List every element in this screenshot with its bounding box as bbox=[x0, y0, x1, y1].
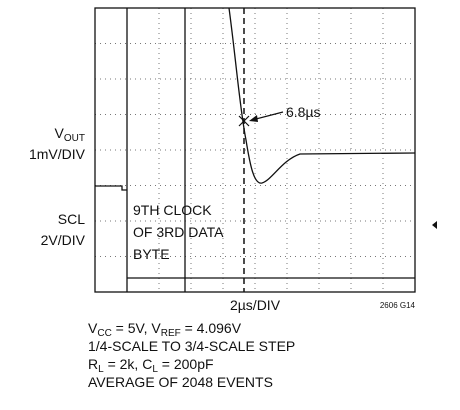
clock-note: BYTE bbox=[133, 246, 170, 262]
vout-label: VOUT bbox=[55, 125, 85, 144]
condition-line: VCC = 5V, VREF = 4.096V bbox=[88, 320, 242, 339]
vout-trace bbox=[228, 7, 416, 184]
time-annotation: 6.8µs bbox=[286, 104, 321, 120]
screen-frame bbox=[94, 7, 416, 293]
condition-line: 1/4-SCALE TO 3/4-SCALE STEP bbox=[88, 338, 295, 354]
scl-label: SCL bbox=[58, 211, 85, 227]
scl-scale: 2V/DIV bbox=[41, 232, 86, 248]
ground-marker bbox=[432, 221, 437, 229]
grid bbox=[95, 8, 415, 292]
clock-note: OF 3RD DATA bbox=[133, 224, 224, 240]
condition-line: AVERAGE OF 2048 EVENTS bbox=[88, 374, 273, 390]
cursor-cross bbox=[238, 115, 250, 127]
x-scale: 2µs/DIV bbox=[230, 297, 281, 313]
clock-note: 9TH CLOCK bbox=[133, 202, 212, 218]
figure-id: 2606 G14 bbox=[380, 301, 416, 310]
scl-trace bbox=[95, 8, 415, 292]
arrow-head bbox=[249, 115, 258, 122]
vout-scale: 1mV/DIV bbox=[29, 146, 86, 162]
condition-line: RL = 2k, CL = 200pF bbox=[88, 356, 214, 375]
